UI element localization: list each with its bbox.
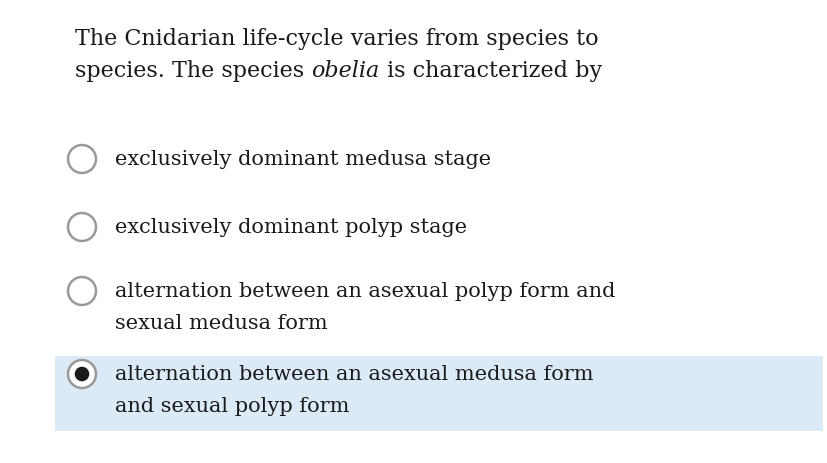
Text: alternation between an asexual medusa form: alternation between an asexual medusa fo… — [115, 364, 593, 383]
Circle shape — [68, 213, 96, 242]
Circle shape — [68, 146, 96, 174]
Text: is characterized by: is characterized by — [379, 60, 601, 82]
Text: exclusively dominant medusa stage: exclusively dominant medusa stage — [115, 150, 490, 169]
Text: and sexual polyp form: and sexual polyp form — [115, 396, 349, 415]
Text: alternation between an asexual polyp form and: alternation between an asexual polyp for… — [115, 282, 614, 300]
Text: obelia: obelia — [311, 60, 379, 82]
Circle shape — [68, 277, 96, 305]
FancyBboxPatch shape — [55, 356, 822, 431]
Text: sexual medusa form: sexual medusa form — [115, 313, 327, 332]
Text: The Cnidarian life-cycle varies from species to: The Cnidarian life-cycle varies from spe… — [75, 28, 598, 50]
Text: species. The species: species. The species — [75, 60, 311, 82]
Text: exclusively dominant polyp stage: exclusively dominant polyp stage — [115, 218, 466, 237]
Circle shape — [68, 360, 96, 388]
Circle shape — [74, 367, 89, 382]
